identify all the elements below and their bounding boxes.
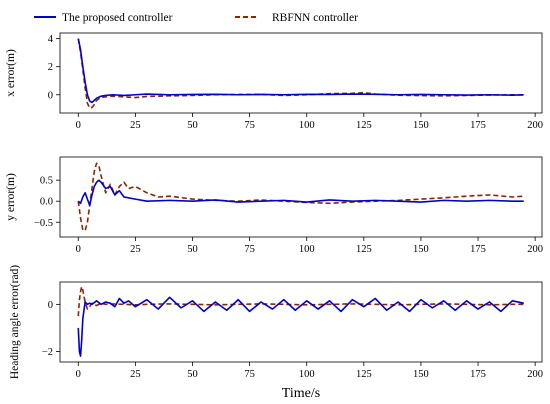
x-tick-label: 0 xyxy=(76,120,81,131)
plot-frame xyxy=(59,32,543,114)
x-ticks: 0 25 50 75 100 125 150 175 200 xyxy=(76,362,543,380)
x-tick-label: 0 xyxy=(76,244,81,255)
x-tick-label: 125 xyxy=(356,120,372,131)
y-tick-label: 0 xyxy=(48,300,53,311)
x-tick-label: 50 xyxy=(187,369,198,380)
panel-y-error: −0.5 0.0 0.5 0 25 50 75 100 125 150 175 200 y erro… xyxy=(5,156,543,255)
series-line-rbfnn xyxy=(77,38,524,109)
series-lines xyxy=(77,162,524,232)
y-axis-title: x error(m) xyxy=(5,49,17,97)
y-ticks: 0 2 4 xyxy=(48,34,60,101)
series-line-proposed xyxy=(77,296,524,357)
plot-frame xyxy=(59,281,543,363)
y-tick-label: 0 xyxy=(48,90,53,101)
x-tick-label: 200 xyxy=(527,244,543,255)
legend-label-proposed: The proposed controller xyxy=(62,12,173,24)
x-tick-label: 150 xyxy=(413,120,429,131)
legend: The proposed controller RBFNN controller xyxy=(34,12,358,24)
x-tick-label: 50 xyxy=(187,244,198,255)
x-tick-label: 75 xyxy=(244,369,255,380)
x-tick-label: 175 xyxy=(470,120,486,131)
x-tick-label: 75 xyxy=(244,244,255,255)
x-tick-label: 150 xyxy=(413,369,429,380)
y-axis-title: y error(m) xyxy=(5,173,17,221)
x-ticks: 0 25 50 75 100 125 150 175 200 xyxy=(76,113,543,131)
series-lines xyxy=(77,38,524,109)
x-tick-label: 25 xyxy=(130,120,141,131)
y-ticks: −0.5 0.0 0.5 xyxy=(34,176,60,229)
x-tick-label: 75 xyxy=(244,120,255,131)
x-tick-label: 100 xyxy=(299,120,315,131)
panel-heading-error: −2 0 0 25 50 75 100 125 150 175 200 Heading angle… xyxy=(9,265,543,380)
x-tick-label: 25 xyxy=(130,244,141,255)
x-tick-label: 125 xyxy=(356,369,372,380)
x-tick-label: 125 xyxy=(356,244,372,255)
legend-label-rbfnn: RBFNN controller xyxy=(272,12,358,24)
x-tick-label: 0 xyxy=(76,369,81,380)
x-tick-label: 100 xyxy=(299,369,315,380)
x-tick-label: 150 xyxy=(413,244,429,255)
y-tick-label: 4 xyxy=(48,34,54,45)
x-tick-label: 175 xyxy=(470,369,486,380)
x-ticks: 0 25 50 75 100 125 150 175 200 xyxy=(76,237,543,255)
y-tick-label: −0.5 xyxy=(34,218,53,229)
series-line-proposed xyxy=(77,38,524,104)
x-tick-label: 200 xyxy=(527,120,543,131)
series-line-rbfnn xyxy=(77,162,524,232)
series-line-proposed xyxy=(77,179,524,207)
x-tick-label: 200 xyxy=(527,369,543,380)
y-tick-label: −2 xyxy=(42,347,53,358)
plot-frame xyxy=(59,156,543,238)
y-tick-label: 0.5 xyxy=(40,176,53,187)
y-tick-label: 2 xyxy=(48,62,53,73)
x-tick-label: 100 xyxy=(299,244,315,255)
series-lines xyxy=(77,285,524,357)
x-axis-title: Time/s xyxy=(282,386,320,401)
y-axis-title: Heading angle error(rad) xyxy=(9,265,21,379)
x-tick-label: 175 xyxy=(470,244,486,255)
y-ticks: −2 0 xyxy=(42,300,60,358)
x-tick-label: 25 xyxy=(130,369,141,380)
x-tick-label: 50 xyxy=(187,120,198,131)
panel-x-error: 0 2 4 0 25 50 75 100 125 150 175 200 x error(m) xyxy=(5,32,543,131)
y-tick-label: 0.0 xyxy=(40,197,53,208)
series-line-rbfnn xyxy=(77,285,524,317)
